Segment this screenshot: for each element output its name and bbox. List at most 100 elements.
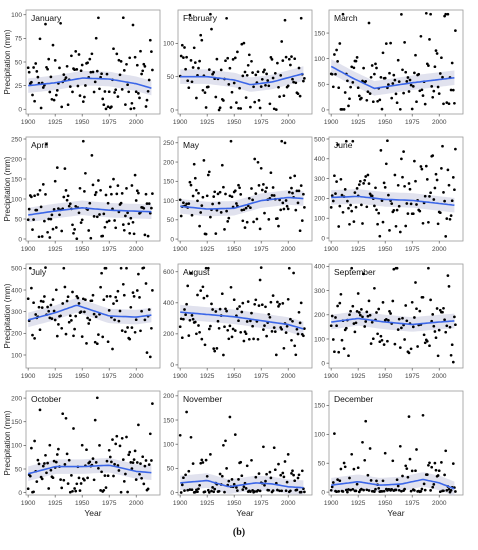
data-point <box>242 339 246 343</box>
data-point <box>271 76 275 80</box>
data-point <box>435 307 439 310</box>
data-point <box>277 305 280 308</box>
data-point <box>196 490 199 494</box>
data-point <box>400 157 403 161</box>
data-point <box>298 321 302 325</box>
data-point <box>122 480 126 483</box>
data-point <box>74 314 78 318</box>
data-point <box>144 105 148 108</box>
data-point <box>290 338 293 342</box>
data-point <box>396 58 400 62</box>
data-point <box>387 83 390 86</box>
y-tick-label: 150 <box>163 179 174 186</box>
data-point <box>193 320 197 324</box>
data-point <box>333 350 336 354</box>
data-point <box>260 303 264 307</box>
data-point <box>348 222 351 226</box>
data-point <box>429 191 432 195</box>
data-point <box>341 210 345 214</box>
data-point <box>407 415 411 418</box>
data-point <box>218 190 222 194</box>
data-point <box>251 71 254 74</box>
data-point <box>277 462 280 466</box>
data-point <box>375 311 378 314</box>
data-point <box>410 469 414 473</box>
data-point <box>336 143 339 146</box>
data-point <box>84 84 87 87</box>
data-point <box>349 309 352 313</box>
data-point <box>196 293 199 297</box>
data-point <box>450 199 454 203</box>
smooth-line <box>28 77 152 89</box>
data-point <box>253 302 257 306</box>
y-tick-label: 200 <box>163 393 174 400</box>
data-point <box>68 490 72 494</box>
data-point <box>94 315 98 319</box>
data-point <box>436 474 440 477</box>
data-point <box>36 458 40 462</box>
data-point <box>179 54 183 58</box>
x-tick-label: 1950 <box>378 373 393 380</box>
data-point <box>183 489 186 492</box>
data-point <box>443 318 446 322</box>
data-point <box>374 487 377 491</box>
y-tick-label: 100 <box>11 12 22 19</box>
data-point <box>187 86 191 90</box>
data-point <box>440 461 443 464</box>
data-point <box>446 274 450 277</box>
data-point <box>367 21 371 25</box>
data-point <box>134 90 138 94</box>
data-point <box>49 217 53 221</box>
data-point <box>72 334 75 338</box>
data-point <box>250 458 253 462</box>
data-point <box>54 226 58 229</box>
data-point <box>182 476 185 480</box>
x-tick-label: 1950 <box>227 500 242 507</box>
data-point <box>230 195 234 199</box>
data-point <box>256 70 260 74</box>
data-point <box>277 224 280 228</box>
panel-february: February 0 50 100 1900 1925 1950 1975 2000 <box>163 9 313 126</box>
data-point <box>196 199 199 203</box>
data-point <box>102 212 106 216</box>
data-point <box>428 344 431 348</box>
data-point <box>80 218 84 222</box>
data-point <box>216 319 220 323</box>
smooth-line <box>331 317 455 326</box>
data-point <box>84 298 87 302</box>
data-point <box>344 488 348 492</box>
data-point <box>242 208 246 212</box>
data-point <box>294 81 298 85</box>
data-point <box>259 85 263 88</box>
x-tick-label: 1975 <box>254 373 269 380</box>
data-point <box>282 94 286 98</box>
data-point <box>107 90 111 94</box>
data-point <box>51 298 55 301</box>
data-point <box>228 66 232 70</box>
data-point <box>191 66 195 69</box>
data-point <box>272 107 276 111</box>
data-point <box>453 315 456 319</box>
data-point <box>119 266 123 270</box>
data-point <box>184 313 187 317</box>
confidence-band <box>28 298 152 328</box>
data-point <box>283 141 287 145</box>
data-point <box>245 220 249 224</box>
panel-frame <box>25 263 161 369</box>
y-tick-label: 50 <box>15 59 23 66</box>
data-point <box>384 42 388 45</box>
data-point <box>53 179 57 183</box>
y-axis-label: Precipitation (mm) <box>3 156 12 221</box>
data-point <box>292 80 295 84</box>
data-point <box>41 86 45 89</box>
data-point <box>139 462 142 465</box>
data-point <box>207 491 211 494</box>
data-point <box>397 204 401 208</box>
x-tick-label: 1925 <box>200 246 215 253</box>
data-point <box>101 335 105 339</box>
data-point <box>449 489 453 492</box>
data-point <box>210 27 213 31</box>
data-point <box>433 65 437 69</box>
data-point <box>262 445 265 449</box>
data-point <box>284 489 288 493</box>
